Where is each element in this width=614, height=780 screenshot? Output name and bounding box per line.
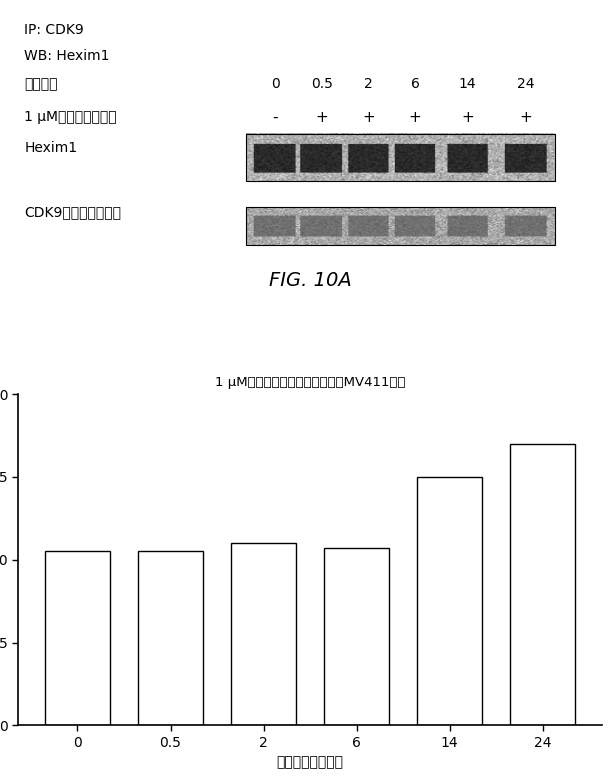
Text: 6: 6	[411, 77, 419, 91]
Text: +: +	[519, 110, 532, 126]
Text: 1 μMのアルボシジブ: 1 μMのアルボシジブ	[25, 110, 117, 124]
Text: 処置時間: 処置時間	[25, 77, 58, 91]
Text: 0: 0	[271, 77, 279, 91]
Text: +: +	[362, 110, 375, 126]
Text: CDK9のローディング: CDK9のローディング	[25, 205, 121, 219]
Bar	[324, 548, 389, 725]
Text: -: -	[273, 110, 278, 126]
Text: WB: Hexim1: WB: Hexim1	[25, 48, 110, 62]
Text: +: +	[316, 110, 328, 126]
Text: +: +	[409, 110, 421, 126]
Title: 1 μMのアルボシジブで処置したMV411細胞: 1 μMのアルボシジブで処置したMV411細胞	[215, 376, 405, 388]
Text: Hexim1: Hexim1	[25, 141, 77, 155]
Text: 14: 14	[459, 77, 476, 91]
Bar	[417, 477, 482, 725]
Text: 24: 24	[517, 77, 535, 91]
Text: +: +	[461, 110, 474, 126]
Text: IP: CDK9: IP: CDK9	[25, 23, 84, 37]
Bar	[510, 444, 575, 725]
Text: 2: 2	[364, 77, 373, 91]
Text: FIG. 10A: FIG. 10A	[269, 271, 351, 290]
Text: 0.5: 0.5	[311, 77, 333, 91]
X-axis label: 処置時間（時間）: 処置時間（時間）	[276, 755, 344, 769]
Bar	[231, 543, 296, 725]
Bar	[138, 551, 203, 725]
Bar	[45, 551, 110, 725]
